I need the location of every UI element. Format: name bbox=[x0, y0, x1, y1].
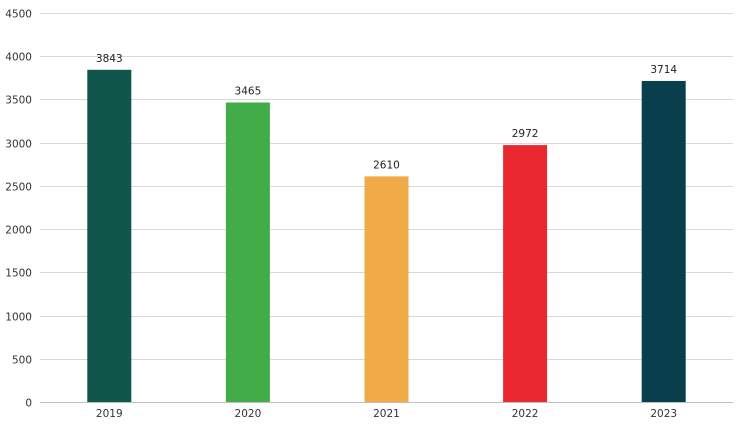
data-label-2019: 3843 bbox=[96, 53, 123, 65]
bar-2019 bbox=[87, 69, 132, 402]
y-tick-label: 4000 bbox=[5, 52, 32, 64]
x-tick-label-2020: 2020 bbox=[235, 408, 262, 420]
bars bbox=[87, 69, 686, 403]
x-tick-label-2021: 2021 bbox=[373, 408, 400, 420]
bar-2022 bbox=[503, 145, 548, 403]
data-label-2021: 2610 bbox=[373, 159, 400, 171]
y-tick-label: 2000 bbox=[5, 225, 32, 237]
x-tick-label-2019: 2019 bbox=[96, 408, 123, 420]
data-label-2023: 3714 bbox=[650, 64, 677, 76]
y-tick-label: 1500 bbox=[5, 268, 32, 280]
x-tick-label-2023: 2023 bbox=[650, 408, 677, 420]
y-tick-label: 3500 bbox=[5, 95, 32, 107]
y-tick-label: 1000 bbox=[5, 312, 32, 324]
y-tick-label: 500 bbox=[12, 355, 32, 367]
data-label-2022: 2972 bbox=[512, 128, 539, 140]
y-tick-label: 0 bbox=[25, 398, 32, 410]
data-label-2020: 3465 bbox=[235, 85, 262, 97]
x-tick-label-2022: 2022 bbox=[512, 408, 539, 420]
y-tick-label: 3000 bbox=[5, 139, 32, 151]
x-axis-tick-labels: 2019 2020 2021 2022 2023 bbox=[96, 408, 677, 420]
y-tick-label: 4500 bbox=[5, 9, 32, 21]
bar-2023 bbox=[641, 80, 686, 402]
y-axis-tick-labels: 0 500 1000 1500 2000 2500 3000 3500 4000 4500 bbox=[5, 9, 32, 410]
bar-2021 bbox=[364, 176, 409, 402]
y-tick-label: 2500 bbox=[5, 182, 32, 194]
bar-2020 bbox=[225, 102, 270, 402]
data-labels: 3843 3465 2610 2972 3714 bbox=[96, 53, 677, 172]
